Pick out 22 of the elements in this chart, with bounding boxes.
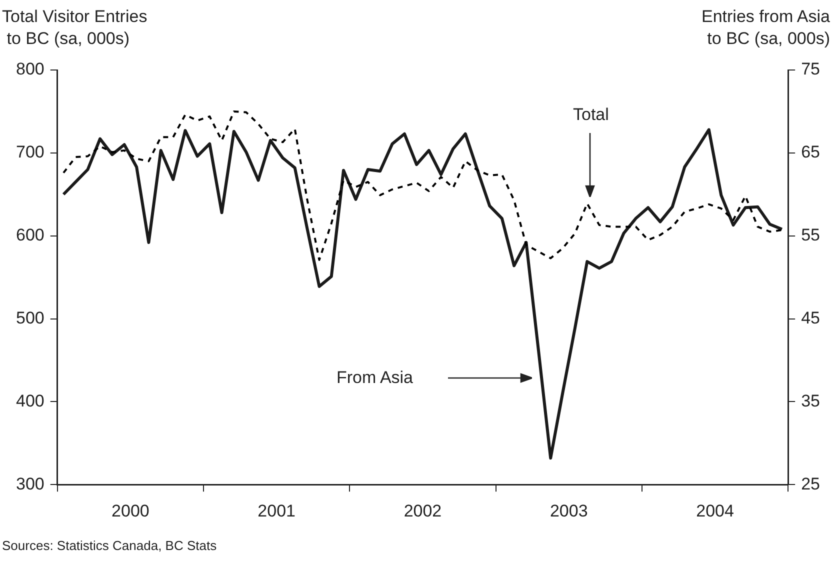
- y-tick-label: 700: [16, 142, 44, 162]
- y-tick-label: 600: [16, 226, 44, 245]
- y-tick-label: 800: [16, 60, 44, 79]
- y2-tick-label: 65: [801, 142, 820, 162]
- y2-axis-title: Entries from Asia to BC (sa, 000s): [702, 6, 830, 50]
- y2-tick-label: 35: [801, 391, 820, 410]
- y-tick-label: 500: [16, 308, 44, 328]
- annotation: From Asia: [336, 368, 414, 388]
- x-tick-label: 2002: [404, 501, 442, 520]
- x-tick-label: 2004: [696, 501, 734, 520]
- y-tick-label: 400: [16, 391, 44, 410]
- x-tick-label: 2000: [112, 501, 150, 520]
- annotation: Total: [573, 105, 609, 125]
- y2-tick-label: 75: [801, 60, 820, 79]
- y-tick-label: 300: [16, 474, 44, 494]
- y-axis-title: Total Visitor Entries to BC (sa, 000s): [2, 6, 148, 50]
- x-tick-label: 2003: [550, 501, 588, 520]
- x-tick-label: 2001: [258, 501, 296, 520]
- y2-tick-label: 25: [801, 474, 820, 494]
- y2-tick-label: 55: [801, 226, 820, 245]
- y2-tick-label: 45: [801, 308, 820, 328]
- source-note: Sources: Statistics Canada, BC Stats: [2, 538, 217, 553]
